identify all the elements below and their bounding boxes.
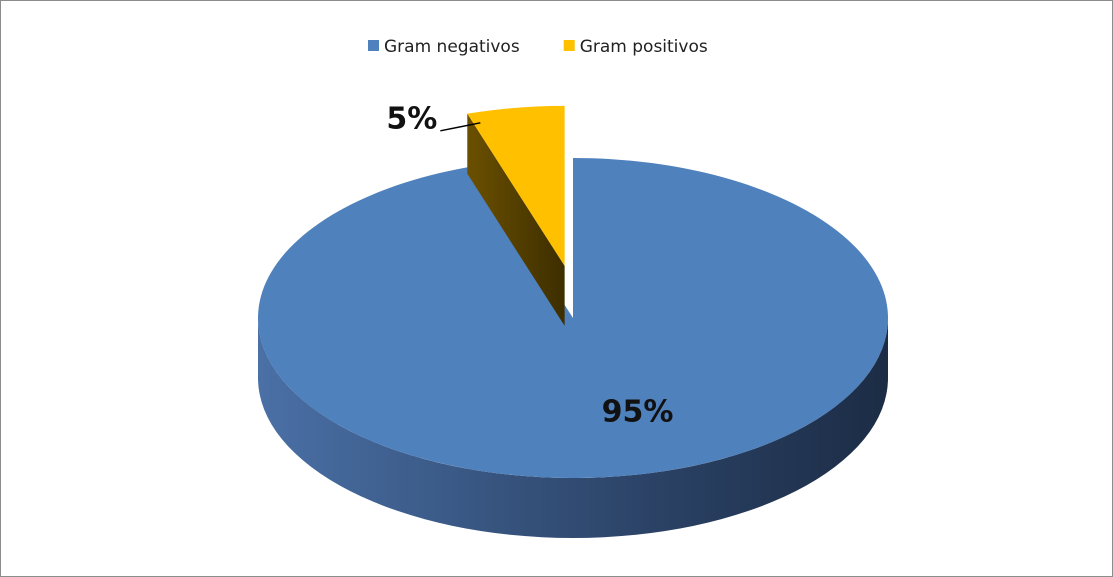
value-label: 95% xyxy=(602,394,674,429)
leader-line xyxy=(440,122,481,132)
value-label: 5% xyxy=(386,101,437,136)
legend-text: Gram positivos xyxy=(580,37,708,57)
slice-side xyxy=(258,318,888,538)
slice xyxy=(467,105,565,266)
legend-text: Gram negativos xyxy=(384,37,520,57)
slice xyxy=(258,158,889,478)
legend-swatch xyxy=(368,40,379,51)
slice-face xyxy=(467,113,565,326)
legend-swatch xyxy=(563,40,575,51)
